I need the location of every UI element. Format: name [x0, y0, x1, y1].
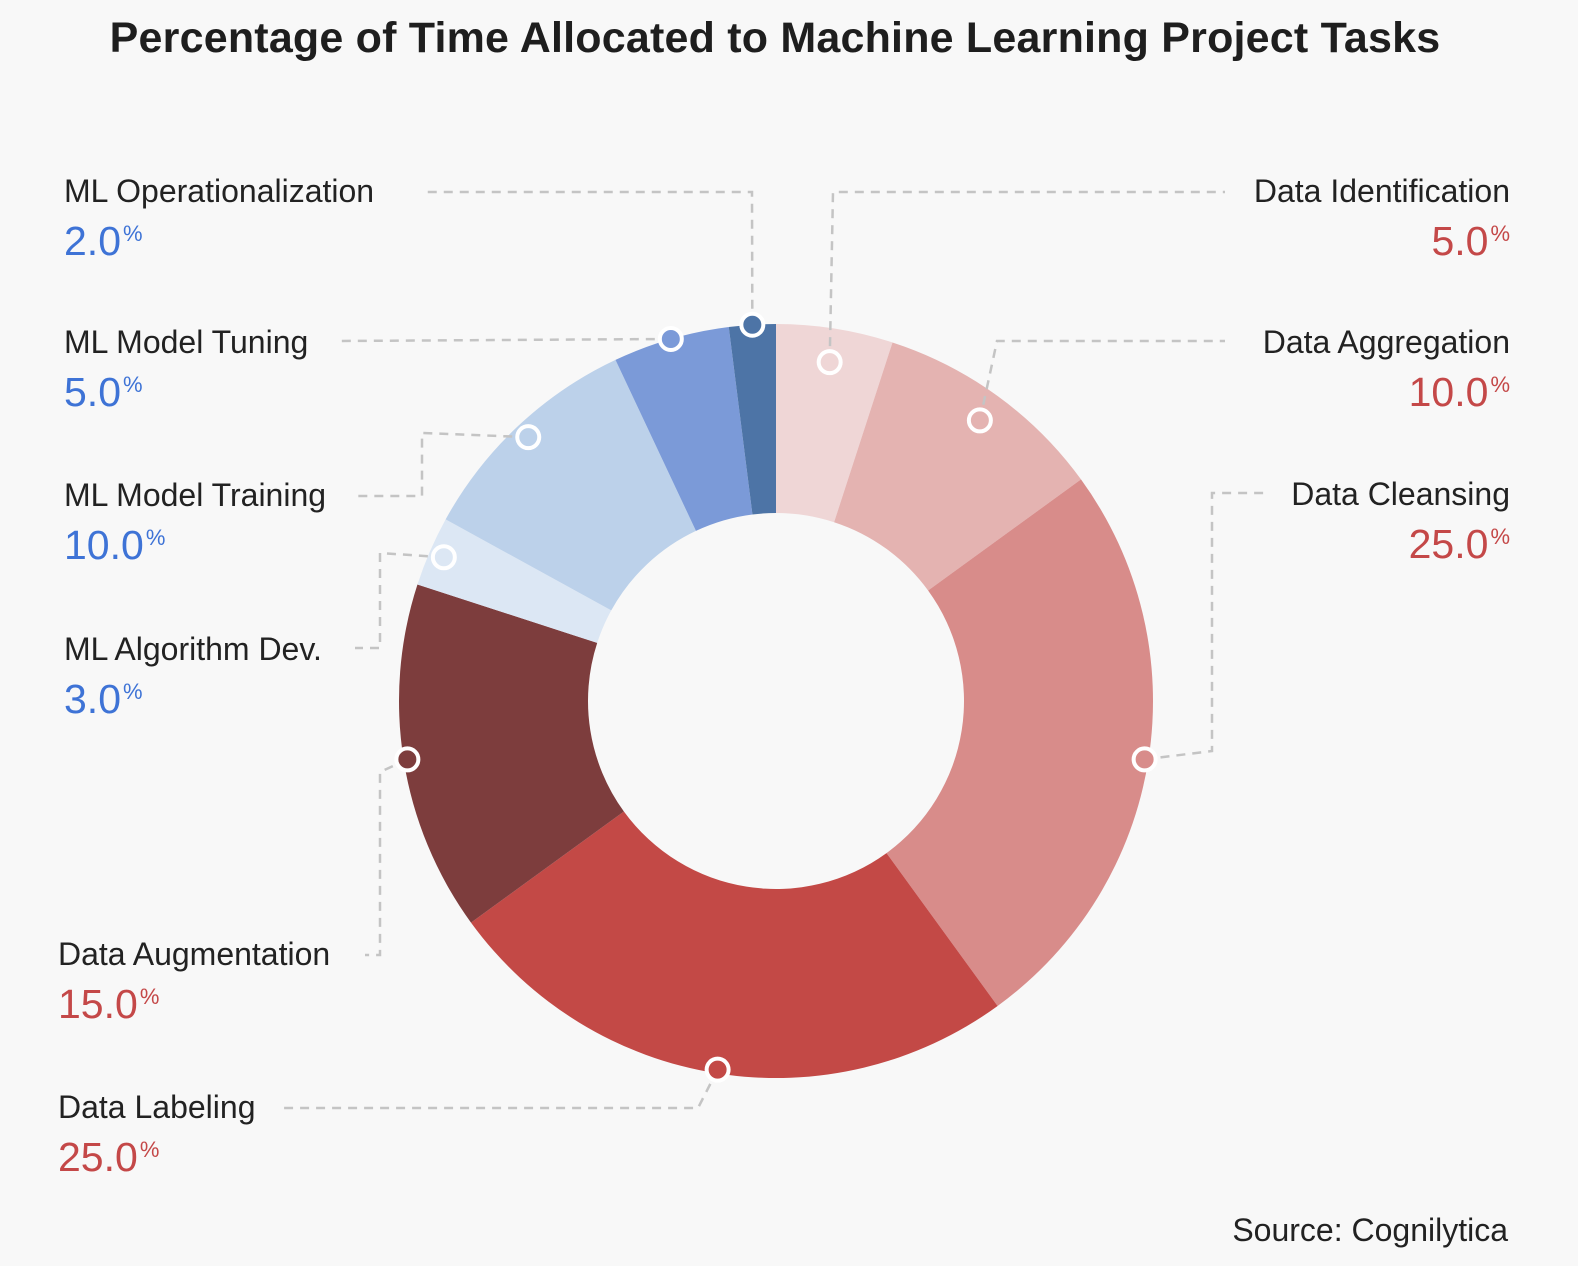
slice-label: Data Augmentation 15.0% [58, 935, 330, 1028]
slice-data-aggregation [834, 342, 1081, 591]
value-number: 10.0 [64, 522, 144, 568]
source-note: Source: Cognilytica [1232, 1212, 1508, 1248]
value-number: 10.0 [1408, 369, 1489, 415]
percent-sign: % [123, 221, 143, 246]
slice-label: ML Model Tuning 5.0% [64, 323, 308, 416]
slice-label-value: 25.0% [1291, 513, 1510, 568]
slice-label: ML Algorithm Dev. 3.0% [64, 630, 322, 723]
value-number: 25.0 [58, 1134, 138, 1180]
slice-marker [515, 424, 542, 451]
slice-label: ML Operationalization 2.0% [64, 172, 374, 265]
slice-label-name: Data Cleansing [1291, 476, 1510, 512]
slice-label-value: 5.0% [64, 361, 308, 416]
percent-sign: % [123, 679, 143, 704]
value-number: 15.0 [58, 981, 138, 1027]
percent-sign: % [1490, 524, 1510, 549]
slice-marker [739, 311, 766, 338]
slice-label-name: ML Algorithm Dev. [64, 631, 322, 667]
percent-sign: % [1490, 372, 1510, 397]
value-number: 2.0 [64, 218, 121, 264]
slice-ml-model-tuning [615, 326, 753, 531]
percent-sign: % [139, 1137, 160, 1162]
slice-label-name: ML Operationalization [64, 173, 375, 209]
slice-marker [394, 746, 421, 773]
slice-label-value: 25.0% [58, 1126, 255, 1181]
leader-line [282, 1069, 719, 1110]
slice-data-identification [776, 324, 893, 523]
chart-title: Percentage of Time Allocated to Machine … [109, 14, 1441, 62]
leader-line [358, 431, 529, 498]
slice-label: ML Model Training 10.0% [64, 476, 326, 569]
slice-data-augmentation [398, 584, 624, 923]
slice-data-cleansing [886, 479, 1153, 1006]
leader-line [365, 758, 408, 957]
leader-line [339, 337, 671, 343]
leader-line [978, 339, 1225, 421]
slice-marker [1131, 746, 1158, 773]
slice-label-name: Data Augmentation [58, 936, 331, 972]
slice-label-name: Data Identification [1253, 173, 1510, 209]
slice-label-value: 10.0% [64, 514, 326, 569]
percent-sign: % [145, 525, 166, 550]
slice-ml-algorithm-dev [417, 519, 612, 643]
slice-label-name: ML Model Training [64, 477, 327, 513]
slice-data-labeling [471, 811, 998, 1078]
value-number: 5.0 [1431, 218, 1489, 264]
slice-marker [966, 407, 993, 434]
slice-label-name: Data Labeling [58, 1089, 256, 1125]
leader-line [422, 190, 754, 325]
percent-sign: % [1490, 221, 1510, 246]
slice-label-value: 2.0% [64, 210, 374, 265]
slice-label-value: 3.0% [64, 668, 322, 723]
slice-ml-model-training [445, 359, 696, 611]
slice-marker [704, 1056, 731, 1083]
slice-marker [430, 544, 457, 571]
slice-ml-operationalization [728, 324, 776, 515]
slice-label-value: 10.0% [1263, 361, 1510, 416]
slice-label: Data Cleansing 25.0% [1291, 475, 1510, 568]
slice-marker [657, 325, 684, 352]
slice-label: Data Aggregation 10.0% [1263, 323, 1510, 416]
percent-sign: % [139, 984, 160, 1009]
leader-line [1144, 491, 1270, 761]
value-number: 5.0 [64, 369, 121, 415]
slice-label-name: Data Aggregation [1262, 324, 1510, 360]
value-number: 25.0 [1408, 521, 1489, 567]
slice-label: Data Labeling 25.0% [58, 1088, 255, 1181]
slice-label: Data Identification 5.0% [1254, 172, 1510, 265]
slice-label-value: 15.0% [58, 973, 330, 1028]
leader-line [828, 190, 1225, 363]
slice-label-name: ML Model Tuning [64, 324, 309, 360]
value-number: 3.0 [64, 676, 121, 722]
slice-label-value: 5.0% [1254, 210, 1510, 265]
percent-sign: % [123, 372, 143, 397]
slice-marker [816, 349, 843, 376]
